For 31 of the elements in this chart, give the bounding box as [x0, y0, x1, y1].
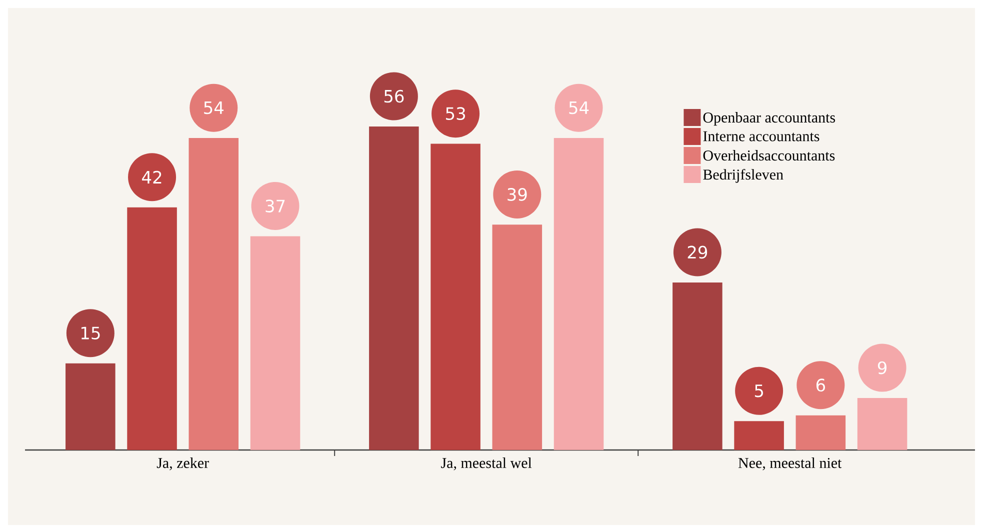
data-label: 54: [569, 102, 589, 114]
x-tick-label: Ja, zeker: [156, 458, 209, 470]
data-label: 37: [266, 200, 285, 212]
bar: [66, 363, 116, 450]
data-label: 42: [142, 170, 162, 184]
data-label: 56: [384, 90, 404, 103]
bar: [430, 144, 480, 450]
legend-label: Openbaar accountants: [703, 112, 836, 126]
bar: [127, 207, 177, 450]
bar: [672, 282, 722, 450]
data-label: 5: [754, 384, 763, 398]
bar: [796, 415, 846, 450]
legend-label: Bedrijfsleven: [703, 168, 784, 183]
data-label: 54: [204, 102, 224, 114]
bar: [188, 138, 239, 450]
data-label: 9: [878, 361, 886, 374]
bar: [369, 126, 419, 450]
data-label: 39: [508, 188, 527, 201]
legend-label: Overheidsaccountants: [703, 150, 835, 161]
x-tick-label: Ja, meestal wel: [441, 458, 532, 470]
bar: [492, 224, 542, 450]
legend-label: Interne accountants: [703, 131, 820, 142]
bar: [554, 138, 604, 450]
data-label: 6: [816, 378, 825, 392]
data-label: 15: [81, 326, 100, 340]
bar: [734, 421, 784, 450]
bar: [250, 236, 300, 450]
data-label: 53: [446, 107, 465, 120]
x-tick-label: Nee, meestal niet: [738, 458, 842, 470]
data-label: 29: [688, 246, 708, 259]
bar: [857, 398, 908, 450]
